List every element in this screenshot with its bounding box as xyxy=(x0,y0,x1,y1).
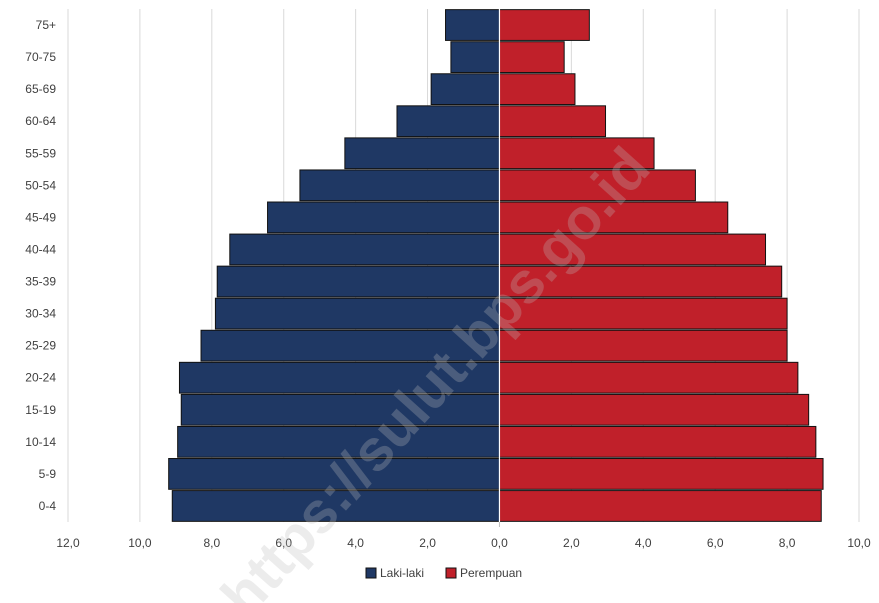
bar-laki-laki-40-44 xyxy=(229,233,500,266)
bar-laki-laki-70-75 xyxy=(450,41,500,73)
x-tick-label: 4,0 xyxy=(347,536,364,550)
y-tick-label: 0-4 xyxy=(39,499,57,513)
bar-perempuan-10-14 xyxy=(498,425,817,458)
y-tick-label: 70-75 xyxy=(25,50,56,64)
x-tick-label: 4,0 xyxy=(635,536,652,550)
bar-perempuan-60-64 xyxy=(498,105,607,138)
x-tick-label: 8,0 xyxy=(203,536,220,550)
bar-perempuan-35-39 xyxy=(498,265,783,298)
x-tick-label: 8,0 xyxy=(779,536,796,550)
y-tick-label: 20-24 xyxy=(25,371,56,385)
bars xyxy=(168,9,824,522)
y-tick-label: 60-64 xyxy=(25,114,56,128)
y-tick-label: 5-9 xyxy=(39,467,57,481)
y-tick-label: 10-14 xyxy=(25,435,56,449)
bar-laki-laki-0-4 xyxy=(171,490,500,522)
x-tick-label: 6,0 xyxy=(275,536,292,550)
bar-perempuan-40-44 xyxy=(498,233,767,266)
bar-laki-laki-30-34 xyxy=(214,297,500,330)
bar-laki-laki-20-24 xyxy=(178,361,500,394)
bar-laki-laki-55-59 xyxy=(344,137,500,170)
y-tick-label: 40-44 xyxy=(25,242,56,256)
y-tick-label: 65-69 xyxy=(25,82,56,96)
legend-swatch xyxy=(445,567,457,579)
bar-laki-laki-75+ xyxy=(445,9,500,41)
bar-perempuan-55-59 xyxy=(498,137,655,170)
x-tick-label: 2,0 xyxy=(563,536,580,550)
x-tick-label: 6,0 xyxy=(707,536,724,550)
y-tick-label: 15-19 xyxy=(25,403,56,417)
x-tick-label: 12,0 xyxy=(56,536,80,550)
y-tick-label: 75+ xyxy=(36,18,56,32)
bar-perempuan-50-54 xyxy=(498,169,696,202)
bar-laki-laki-45-49 xyxy=(267,201,500,234)
bar-laki-laki-10-14 xyxy=(177,425,500,458)
bar-perempuan-75+ xyxy=(498,9,590,41)
x-tick-label: 2,0 xyxy=(419,536,436,550)
bar-laki-laki-50-54 xyxy=(299,169,500,202)
x-tick-label: 10,0 xyxy=(128,536,152,550)
y-tick-label: 25-29 xyxy=(25,339,56,353)
bar-perempuan-70-75 xyxy=(498,41,565,73)
legend-swatch xyxy=(365,567,377,579)
bar-perempuan-5-9 xyxy=(498,458,824,490)
legend-label: Perempuan xyxy=(460,566,522,580)
bar-perempuan-25-29 xyxy=(498,329,788,362)
bar-laki-laki-65-69 xyxy=(430,73,500,106)
y-tick-label: 55-59 xyxy=(25,146,56,160)
bar-perempuan-65-69 xyxy=(498,73,576,106)
bar-perempuan-45-49 xyxy=(498,201,729,234)
x-tick-label: 10,0 xyxy=(847,536,871,550)
bar-laki-laki-60-64 xyxy=(396,105,500,138)
bar-perempuan-0-4 xyxy=(498,490,822,522)
legend: Laki-laki Perempuan xyxy=(365,566,522,580)
y-tick-label: 35-39 xyxy=(25,275,56,289)
bar-perempuan-15-19 xyxy=(498,393,810,426)
bar-laki-laki-15-19 xyxy=(180,393,500,426)
legend-label: Laki-laki xyxy=(380,566,424,580)
bar-laki-laki-35-39 xyxy=(216,265,500,298)
axes: 0-4 5-9 10-14 15-19 20-24 25-29 30-34 35-39 40-4… xyxy=(25,9,871,550)
x-tick-label: 0,0 xyxy=(491,536,508,550)
bar-perempuan-30-34 xyxy=(498,297,788,330)
y-tick-label: 30-34 xyxy=(25,307,56,321)
y-tick-label: 50-54 xyxy=(25,178,56,192)
bar-laki-laki-25-29 xyxy=(200,329,500,362)
y-tick-label: 45-49 xyxy=(25,210,56,224)
bar-perempuan-20-24 xyxy=(498,361,799,394)
